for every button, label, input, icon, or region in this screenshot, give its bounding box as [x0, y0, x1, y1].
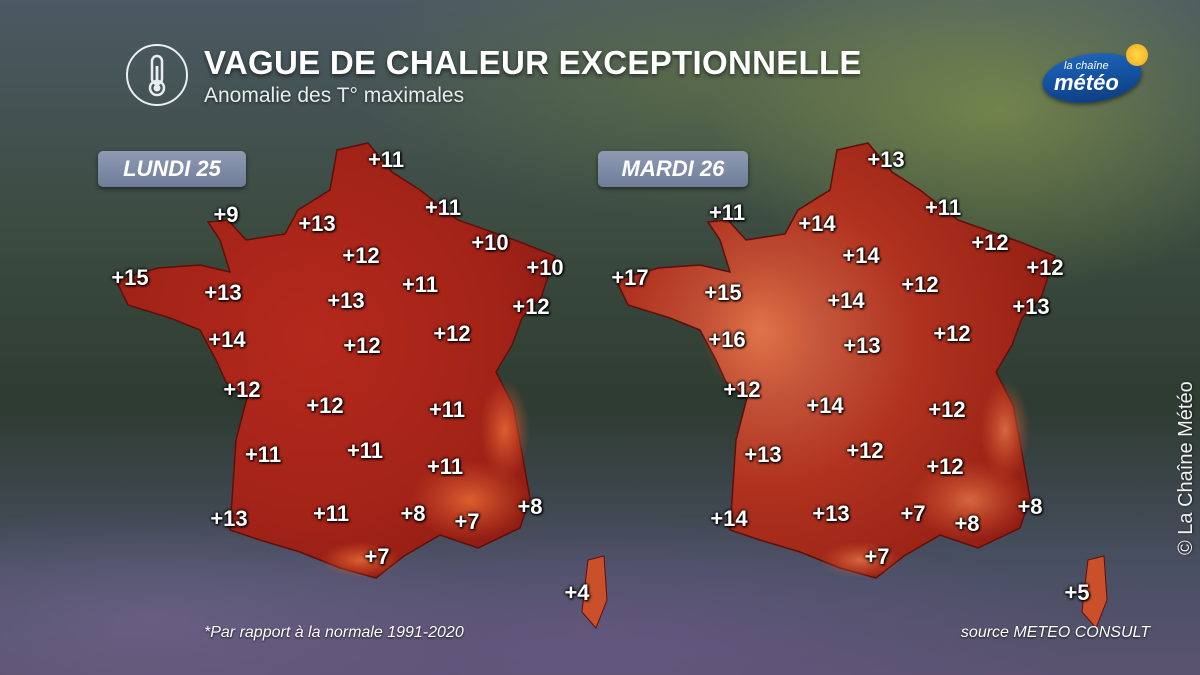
- anomaly-value: +17: [611, 265, 649, 290]
- anomaly-value: +12: [306, 393, 344, 418]
- anomaly-value: +15: [111, 265, 149, 290]
- anomaly-value: +7: [900, 501, 926, 526]
- copyright-text: © La Chaîne Météo: [1175, 381, 1197, 555]
- day-label-mardi: MARDI 26: [598, 151, 748, 187]
- anomaly-value: +12: [1026, 255, 1064, 280]
- anomaly-value: +13: [867, 147, 905, 172]
- anomaly-value: +16: [708, 327, 746, 352]
- anomaly-value: +12: [933, 321, 971, 346]
- anomaly-value: +11: [424, 195, 462, 220]
- anomaly-value: +8: [400, 501, 426, 526]
- anomaly-value: +11: [924, 195, 962, 220]
- anomaly-value: +11: [244, 442, 282, 467]
- anomaly-value: +11: [346, 438, 384, 463]
- anomaly-value: +13: [1012, 294, 1050, 319]
- page-subtitle: Anomalie des T° maximales: [204, 84, 465, 107]
- sun-icon: [1126, 44, 1148, 66]
- anomaly-value: +7: [364, 544, 390, 569]
- map-shape-lundi: [114, 142, 608, 629]
- anomaly-value: +12: [223, 377, 261, 402]
- anomaly-value: +11: [401, 272, 439, 297]
- anomaly-value: +8: [1017, 494, 1043, 519]
- anomaly-value: +13: [204, 280, 242, 305]
- anomaly-value: +13: [812, 501, 850, 526]
- page-title: VAGUE DE CHALEUR EXCEPTIONNELLE: [204, 44, 862, 81]
- anomaly-value: +12: [512, 294, 550, 319]
- anomaly-value: +13: [327, 288, 365, 313]
- anomaly-value: +11: [426, 454, 464, 479]
- anomaly-value: +14: [842, 243, 880, 268]
- anomaly-value: +11: [312, 501, 350, 526]
- anomaly-value: +12: [846, 438, 884, 463]
- brand-logo: la chaîne météo: [1039, 44, 1150, 109]
- anomaly-value: +13: [744, 442, 782, 467]
- anomaly-value: +12: [926, 454, 964, 479]
- footnote: *Par rapport à la normale 1991-2020: [204, 624, 464, 641]
- anomaly-value: +12: [342, 243, 380, 268]
- anomaly-value: +14: [827, 288, 865, 313]
- anomaly-value: +12: [433, 321, 471, 346]
- anomaly-value: +9: [213, 202, 239, 227]
- anomaly-value: +8: [954, 511, 980, 536]
- anomaly-value: +11: [367, 147, 405, 172]
- anomaly-value: +13: [210, 506, 248, 531]
- anomaly-value: +14: [208, 327, 246, 352]
- anomaly-value: +14: [806, 393, 844, 418]
- anomaly-value: +13: [843, 333, 881, 358]
- day-label-lundi: LUNDI 25: [98, 151, 246, 187]
- anomaly-value: +15: [704, 280, 742, 305]
- anomaly-value: +11: [708, 200, 746, 225]
- anomaly-value: +10: [471, 230, 509, 255]
- anomaly-value: +10: [526, 255, 564, 280]
- anomaly-value: +8: [517, 494, 543, 519]
- anomaly-value: +12: [343, 333, 381, 358]
- source-credit: source METEO CONSULT: [960, 624, 1150, 641]
- anomaly-value: +7: [864, 544, 890, 569]
- anomaly-value: +12: [723, 377, 761, 402]
- logo-text-small: la chaîne: [1064, 60, 1109, 72]
- thermometer-icon: [126, 44, 188, 106]
- map-shape-mardi: [614, 142, 1108, 629]
- anomaly-value: +13: [298, 211, 336, 236]
- anomaly-value: +14: [798, 211, 836, 236]
- anomaly-value: +12: [928, 397, 966, 422]
- anomaly-value: +12: [901, 272, 939, 297]
- anomaly-value: +11: [428, 397, 466, 422]
- anomaly-value: +5: [1064, 580, 1090, 605]
- anomaly-value: +12: [971, 230, 1009, 255]
- anomaly-value: +4: [564, 580, 590, 605]
- anomaly-value: +7: [454, 509, 480, 534]
- anomaly-value: +14: [710, 506, 748, 531]
- logo-text-big: météo: [1054, 70, 1119, 95]
